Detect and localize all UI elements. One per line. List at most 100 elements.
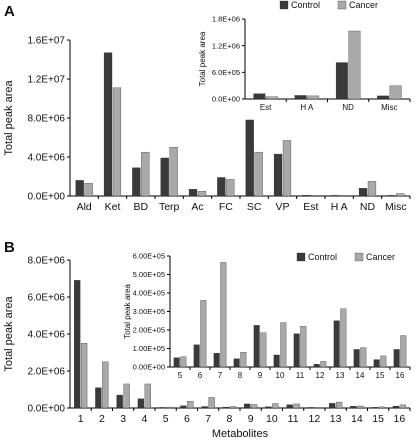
chart-b-bar-control xyxy=(180,405,187,409)
chart-a-bar-cancer xyxy=(169,147,178,197)
chart-b-category-label: 8 xyxy=(226,413,232,425)
chart-b-y-label: Total peak area xyxy=(3,296,15,372)
chart-a-bar-control xyxy=(245,119,254,197)
chart-a-y-tick-label: 0.0E+00 xyxy=(27,192,65,203)
chart-a-bar-cancer xyxy=(112,87,122,197)
chart-a-bar-cancer xyxy=(282,140,292,197)
chart-b-inset: 0.00E+00 1.00E+05 2.00E+05 3.00E+05 4.00E+05… xyxy=(123,252,411,380)
chart-b-inset-bar-cancer xyxy=(280,322,287,368)
chart-b-inset-bar-control xyxy=(273,354,280,368)
chart-a-inset-bar-control xyxy=(294,95,307,100)
chart-b-bar-control xyxy=(350,405,357,409)
chart-b-inset-category-label: 14 xyxy=(356,371,365,380)
chart-b-inset-bar-cancer xyxy=(220,262,227,368)
chart-a-inset-category-label: Est xyxy=(260,103,272,112)
chart-b-inset-bar-control xyxy=(233,358,240,368)
chart-a-inset-y-label: Total peak area xyxy=(198,31,207,86)
chart-a-bar-cancer xyxy=(226,179,235,197)
chart-b-y-tick-label: 2.0E+06 xyxy=(27,367,65,378)
chart-a-bar-cancer xyxy=(197,190,207,197)
chart-a-inset-bar-control xyxy=(253,93,266,100)
chart-a-inset: 0.0E+00 6.0E+05 1.2E+06 1.8E+06 Total peak a… xyxy=(198,0,411,112)
chart-b-inset-y-tick-label: 6.00E+05 xyxy=(133,252,165,261)
chart-b-inset-category-label: 7 xyxy=(218,371,223,380)
chart-b-bar-cancer xyxy=(165,406,173,409)
chart-a-inset-bar-cancer xyxy=(389,85,402,100)
chart-b-bar-cancer xyxy=(229,406,236,409)
chart-a-bar-cancer xyxy=(311,195,320,197)
chart-b-inset-category-label: 5 xyxy=(178,371,183,380)
chart-a-inset-y-tick-label: 1.2E+06 xyxy=(212,41,240,50)
chart-b-inset-category-label: 6 xyxy=(198,371,203,380)
chart-b-inset-y-tick-label: 1.00E+05 xyxy=(133,344,165,353)
chart-b-bar-control xyxy=(329,403,336,409)
chart-b-y-tick-label: 4.0E+06 xyxy=(27,330,65,341)
chart-b-inset-legend-swatch xyxy=(296,252,306,262)
chart-b-inset-bar-control xyxy=(393,349,400,368)
chart-b-inset-bar-cancer xyxy=(320,361,327,368)
chart-b-y-tick-label: 8.0E+06 xyxy=(27,256,65,267)
chart-b-bar-control xyxy=(74,280,81,409)
chart-b-bar-cancer xyxy=(102,361,109,409)
chart-b-x-label: Metabolites xyxy=(212,428,269,440)
chart-a-category-label: Ald xyxy=(77,201,92,213)
chart-a-y-tick-label: 4.0E+06 xyxy=(27,153,65,164)
chart-a-category-label: FC xyxy=(219,201,233,213)
chart-b-inset-bar-cancer xyxy=(380,355,387,368)
chart-b-category-label: 14 xyxy=(351,413,363,425)
chart-b-inset-category-label: 9 xyxy=(258,371,263,380)
chart-b-inset-legend-label: Control xyxy=(308,252,337,262)
chart-a-bar-control xyxy=(132,167,141,197)
chart-b-bar-control xyxy=(392,405,400,409)
chart-a-bar-cancer xyxy=(367,181,377,197)
chart-b-bar-control xyxy=(201,406,208,409)
chart-a-inset-y-tick-label: 1.8E+06 xyxy=(212,15,240,24)
chart-b-category-label: 12 xyxy=(309,413,321,425)
chart-a-bar-control xyxy=(217,177,226,197)
chart-b-inset-category-label: 16 xyxy=(396,371,405,380)
chart-a-category-label: Ket xyxy=(105,201,121,213)
chart-b-inset-category-label: 10 xyxy=(276,371,285,380)
chart-b-inset-bar-cancer xyxy=(360,347,367,368)
chart-b-bar-control xyxy=(116,394,123,409)
chart-b-inset-bar-control xyxy=(173,357,180,368)
chart-a-category-label: Ac xyxy=(191,201,203,213)
chart-b-inset-bar-control xyxy=(333,320,340,368)
chart-b-inset-y-tick-label: 0.00E+00 xyxy=(133,363,165,372)
chart-b-category-label: 9 xyxy=(248,413,254,425)
chart-a-bar-control xyxy=(103,52,113,197)
chart-b-inset-category-label: 13 xyxy=(336,371,345,380)
chart-b-category-label: 5 xyxy=(163,413,169,425)
chart-b-inset-y-tick-label: 5.00E+05 xyxy=(133,270,165,279)
chart-b-category-label: 6 xyxy=(184,413,190,425)
chart-b-bar-control xyxy=(286,404,293,409)
chart-b-inset-bar-cancer xyxy=(240,352,247,368)
chart-a-bar-control xyxy=(302,195,311,197)
chart-b-bar-cancer xyxy=(272,403,279,409)
chart-a-bar-control xyxy=(387,195,396,197)
chart-b-bar-cancer xyxy=(250,404,258,409)
chart-b-bar-cancer xyxy=(399,404,406,409)
chart-b-inset-bar-cancer xyxy=(260,332,267,368)
chart-b-inset-category-label: 15 xyxy=(376,371,385,380)
chart-b-inset-bar-cancer xyxy=(300,326,307,368)
chart-b-inset-category-label: 11 xyxy=(296,371,305,380)
chart-a-inset-bar-control xyxy=(335,62,348,100)
chart-a-bar-cancer xyxy=(141,151,150,197)
chart-a-inset-legend-label: Cancer xyxy=(349,0,378,10)
chart-b-bar-cancer xyxy=(357,405,364,409)
chart-b-inset-category-label: 12 xyxy=(316,371,325,380)
chart-b-bar-cancer xyxy=(123,383,130,409)
chart-a-y-label: Total peak area xyxy=(3,80,15,156)
chart-a-bar-control xyxy=(330,195,339,197)
chart-b: 0.0E+00 2.0E+06 4.0E+06 6.0E+06 8.0E+06 Total… xyxy=(3,256,411,440)
chart-b-bar-control xyxy=(265,406,272,409)
chart-a-inset-legend-label: Control xyxy=(291,0,320,10)
chart-a-category-label: SC xyxy=(247,201,262,213)
chart-b-bar-control xyxy=(159,407,166,409)
chart-b-bar-control xyxy=(244,403,251,409)
chart-b-inset-bar-cancer xyxy=(200,300,207,368)
chart-a-bar-cancer xyxy=(339,195,348,197)
chart-a-category-label: ND xyxy=(360,201,376,213)
chart-a-inset-bar-control xyxy=(377,95,390,100)
